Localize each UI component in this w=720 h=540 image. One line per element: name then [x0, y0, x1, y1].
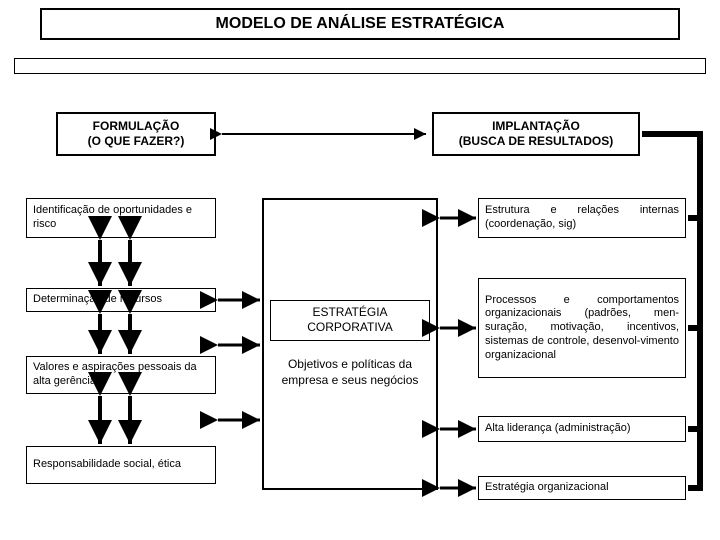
- header-left-line1: FORMULAÇÃO: [93, 119, 180, 133]
- left-item-1-text: Identificação de oportunidades e risco: [33, 204, 209, 232]
- left-item-2: Determinação de recursos: [26, 288, 216, 312]
- right-item-2: Processos e comportamentos organizaciona…: [478, 278, 686, 378]
- right-item-4-text: Estratégia organizacional: [485, 481, 609, 495]
- right-item-3-text: Alta liderança (administração): [485, 422, 631, 436]
- header-right-line1: IMPLANTAÇÃO: [492, 119, 580, 133]
- left-item-3: Valores e aspirações pessoais da alta ge…: [26, 356, 216, 394]
- right-item-1-text: Estrutura e relações internas (coordenaç…: [485, 204, 679, 232]
- header-left: FORMULAÇÃO (O QUE FAZER?): [56, 112, 216, 156]
- center-title-text: ESTRATÉGIA CORPORATIVA: [307, 305, 393, 335]
- right-item-3: Alta liderança (administração): [478, 416, 686, 442]
- left-item-4: Responsabilidade social, ética: [26, 446, 216, 484]
- left-item-1: Identificação de oportunidades e risco: [26, 198, 216, 238]
- title-text: MODELO DE ANÁLISE ESTRATÉGICA: [216, 15, 505, 33]
- header-right-line2: (BUSCA DE RESULTADOS): [459, 134, 613, 148]
- left-item-2-text: Determinação de recursos: [33, 293, 162, 307]
- right-item-4: Estratégia organizacional: [478, 476, 686, 500]
- header-left-line2: (O QUE FAZER?): [88, 134, 185, 148]
- center-title-box: ESTRATÉGIA CORPORATIVA: [270, 300, 430, 341]
- left-item-4-text: Responsabilidade social, ética: [33, 458, 181, 472]
- right-item-2-text: Processos e comportamentos organizaciona…: [485, 294, 679, 363]
- header-right: IMPLANTAÇÃO (BUSCA DE RESULTADOS): [432, 112, 640, 156]
- center-box: ESTRATÉGIA CORPORATIVA Objetivos e polít…: [262, 198, 438, 490]
- left-item-3-text: Valores e aspirações pessoais da alta ge…: [33, 361, 209, 389]
- center-subtitle: Objetivos e políticas da empresa e seus …: [270, 357, 430, 388]
- page-title: MODELO DE ANÁLISE ESTRATÉGICA: [40, 8, 680, 40]
- decorative-bar: [14, 58, 706, 74]
- right-item-1: Estrutura e relações internas (coordenaç…: [478, 198, 686, 238]
